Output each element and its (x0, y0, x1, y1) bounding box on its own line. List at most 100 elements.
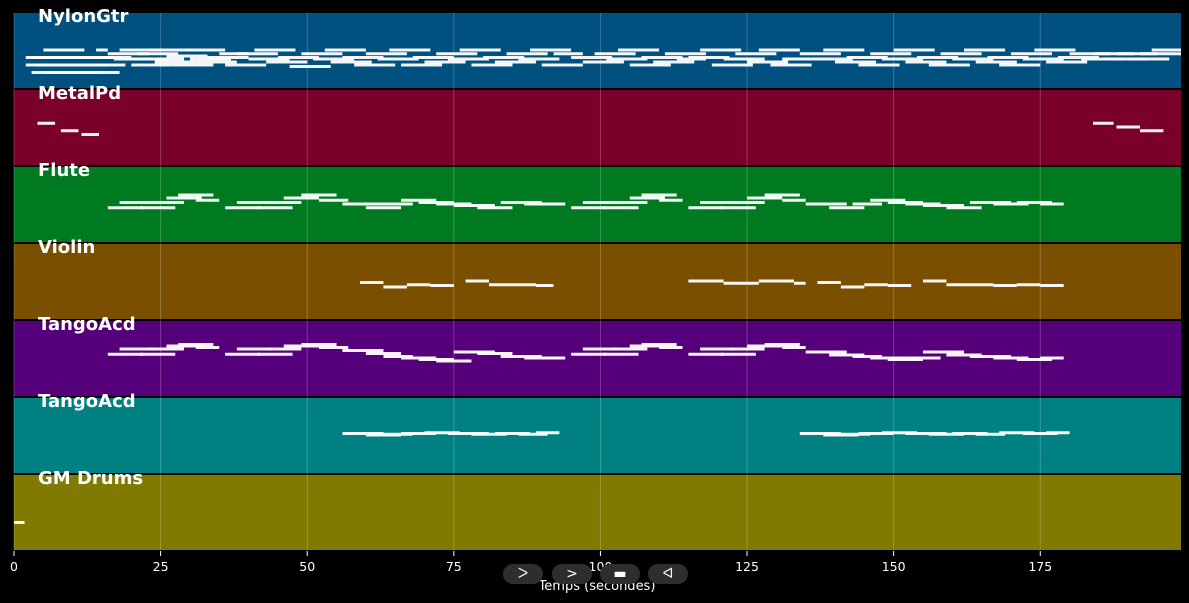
note (471, 63, 513, 67)
track-band (14, 244, 1181, 319)
rewind-icon: ᐊ (662, 566, 674, 582)
note (60, 129, 79, 133)
note (236, 52, 278, 56)
note (301, 52, 343, 56)
track-band (14, 398, 1181, 473)
note (700, 347, 736, 351)
note (365, 52, 407, 56)
note (629, 63, 671, 67)
note (541, 356, 566, 360)
note (541, 63, 583, 67)
note (999, 431, 1035, 435)
note (166, 54, 208, 58)
note (641, 193, 677, 197)
note (846, 56, 888, 59)
note (793, 281, 806, 285)
note (594, 52, 636, 56)
note (453, 204, 495, 207)
note (1040, 284, 1064, 287)
note (107, 52, 149, 56)
note (406, 283, 431, 287)
note (90, 56, 132, 59)
note (975, 60, 1017, 64)
note (535, 284, 554, 287)
note (870, 52, 912, 56)
note (330, 60, 372, 64)
note (313, 57, 355, 61)
note (277, 56, 319, 59)
note (535, 431, 560, 435)
note (723, 281, 759, 285)
note (430, 284, 454, 287)
note (447, 57, 490, 61)
rewind-button[interactable]: ᐊ (648, 564, 688, 584)
note (184, 48, 226, 52)
note (653, 60, 695, 64)
note (928, 432, 965, 436)
note (401, 198, 437, 202)
note (1069, 52, 1111, 56)
stop-button[interactable]: ▬ (600, 564, 640, 584)
note (964, 48, 1006, 52)
note (840, 285, 865, 289)
note (922, 204, 965, 207)
note (148, 347, 185, 351)
note (829, 353, 865, 357)
note (946, 283, 970, 287)
note (137, 52, 179, 56)
note (518, 432, 548, 436)
note (465, 279, 490, 283)
note (612, 201, 648, 204)
note (881, 431, 918, 435)
note (43, 48, 85, 52)
note (975, 432, 1006, 436)
track-band (14, 475, 1181, 550)
note (999, 63, 1041, 67)
note (140, 352, 176, 356)
note (266, 60, 308, 64)
note (143, 57, 185, 61)
note (172, 63, 214, 67)
note (471, 432, 507, 436)
note (248, 57, 290, 61)
forward-button[interactable]: > (552, 564, 592, 584)
note (1116, 125, 1140, 129)
note (1010, 52, 1052, 56)
note (582, 60, 624, 64)
note (905, 60, 947, 64)
note (131, 63, 173, 67)
note (700, 201, 736, 204)
note (864, 283, 888, 287)
track-band (14, 90, 1181, 165)
note (518, 57, 560, 61)
note (720, 206, 756, 210)
note (257, 352, 293, 356)
note (782, 198, 806, 202)
note (500, 201, 542, 204)
play-button[interactable]: ᐳ (503, 564, 543, 584)
note (969, 283, 994, 287)
note (289, 65, 331, 68)
note (946, 206, 982, 210)
note (993, 202, 1029, 206)
note (729, 347, 765, 351)
note (489, 283, 513, 287)
note (148, 48, 190, 52)
note (383, 355, 413, 358)
note (318, 198, 349, 202)
note (852, 202, 882, 206)
note (107, 206, 144, 210)
note (166, 196, 202, 200)
note (257, 206, 293, 210)
note (1151, 48, 1181, 52)
note (782, 57, 812, 61)
note (1128, 57, 1170, 61)
note (612, 347, 648, 351)
note (365, 206, 402, 210)
note (805, 350, 847, 354)
note (477, 352, 513, 355)
note (688, 56, 730, 59)
note (747, 60, 789, 64)
